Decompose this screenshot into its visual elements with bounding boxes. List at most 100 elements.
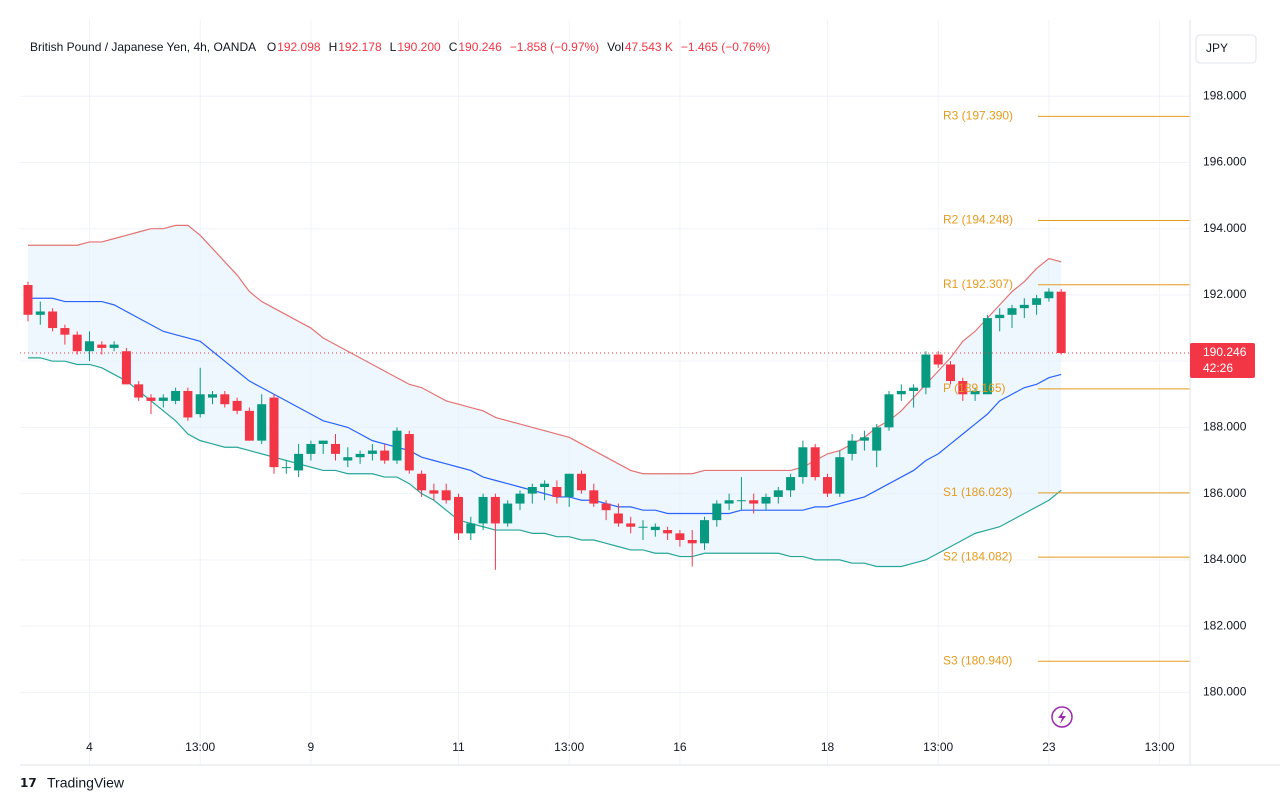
currency-button[interactable] — [1195, 34, 1257, 64]
pivot-label: R1 (192.307) — [943, 277, 1013, 291]
candle-body — [749, 500, 759, 504]
candle-body — [404, 434, 414, 471]
x-tick-label: 13:00 — [554, 740, 584, 754]
candle-body — [232, 400, 242, 411]
header-value: −1.465 (−0.76%) — [681, 40, 770, 54]
candle-body — [85, 341, 94, 352]
x-tick-label: 11 — [452, 740, 465, 754]
candle-body — [441, 490, 451, 501]
candle-body — [700, 520, 709, 544]
candle-body — [1044, 291, 1054, 299]
x-tick-label: 9 — [308, 740, 315, 754]
grid — [20, 20, 1190, 765]
y-tick-label: 180.000 — [1203, 684, 1247, 698]
pivot-label: P (189.165) — [943, 381, 1006, 395]
candle-body — [48, 311, 58, 329]
currency[interactable]: JPY — [1206, 41, 1228, 55]
candle-body — [380, 450, 390, 461]
ohlc: O192.098 H192.178 L190.200 C190.246 −1.858 (… — [267, 40, 770, 54]
candle-body — [208, 394, 217, 398]
candle-body — [478, 496, 488, 524]
candle-body — [798, 447, 808, 478]
candle-body — [306, 443, 316, 454]
candle-body — [958, 381, 968, 395]
candle-body — [675, 533, 685, 540]
candle-body — [638, 526, 648, 528]
candle-body — [355, 453, 365, 458]
candle-body — [515, 493, 525, 504]
candle-body — [417, 473, 427, 491]
candle-body — [1019, 304, 1029, 309]
candle-body — [577, 473, 586, 491]
candle-body — [872, 427, 882, 451]
candle-body — [773, 490, 783, 497]
pivots: R3 (197.390) R2 (194.248) R1 (192.307) P (1… — [20, 109, 1190, 667]
candles — [23, 281, 1066, 570]
candle-body — [589, 490, 599, 504]
candle-body — [540, 483, 550, 488]
candle-body — [527, 487, 537, 494]
candle-body — [158, 397, 168, 401]
candle-body — [687, 539, 697, 544]
candle-body — [995, 314, 1005, 319]
y-tick-label: 186.000 — [1203, 486, 1247, 500]
candle-body — [909, 387, 919, 391]
candle-body — [392, 430, 402, 461]
candle-body — [847, 440, 857, 454]
candle-body — [454, 496, 463, 534]
candle-body — [1007, 308, 1017, 315]
candle-body — [921, 354, 931, 388]
candle-body — [183, 390, 193, 418]
candle-body — [244, 410, 254, 441]
candle-body — [220, 394, 230, 405]
candle-body — [970, 390, 980, 395]
candle-body — [786, 477, 796, 491]
x-tick-label: 23 — [1042, 740, 1056, 754]
x-tick-label: 13:00 — [923, 740, 953, 754]
candle-body — [343, 457, 353, 461]
y-tick-label: 188.000 — [1203, 420, 1247, 434]
countdown: 42:26 — [1203, 361, 1233, 375]
header-value: 190.200 — [397, 40, 441, 54]
y-tick-label: 196.000 — [1203, 155, 1247, 169]
candle-body — [367, 450, 377, 454]
candle-body — [269, 397, 279, 468]
candle-body — [724, 500, 734, 504]
candle-body — [35, 311, 45, 315]
header-key: Vol — [607, 40, 624, 54]
x-tick-label: 13:00 — [1145, 740, 1175, 754]
x-tick-label: 13:00 — [185, 740, 215, 754]
candle-body — [982, 318, 992, 395]
y-tick-label: 182.000 — [1203, 618, 1247, 632]
candle-body — [736, 500, 746, 502]
candle-body — [331, 443, 340, 454]
candle-body — [946, 364, 955, 382]
header-key: C — [449, 40, 458, 54]
header-value: 192.178 — [338, 40, 382, 54]
candle-body — [884, 394, 894, 428]
candle-body — [257, 404, 267, 441]
candle-body — [466, 523, 476, 534]
brand-logo: 𝟭𝟳 — [20, 776, 37, 790]
y-tick-label: 192.000 — [1203, 287, 1247, 301]
candle-body — [626, 523, 636, 527]
y-tick-label: 198.000 — [1203, 88, 1247, 102]
candle-body — [23, 284, 33, 315]
candle-body — [195, 394, 205, 415]
pivot-label: S1 (186.023) — [943, 485, 1012, 499]
footer: TradingView — [47, 775, 125, 791]
candle-body — [171, 390, 181, 401]
candle-body — [1056, 291, 1066, 354]
alert-bolt — [1058, 710, 1066, 724]
legend-header: British Pound / Japanese Yen, 4h, OANDA … — [30, 40, 770, 54]
candle-body — [109, 344, 119, 348]
candle-body — [564, 473, 574, 497]
symbol: British Pound / Japanese Yen, 4h, OANDA — [30, 40, 256, 54]
candle-body — [121, 351, 131, 385]
candle-body — [97, 344, 107, 348]
y-tick-label: 194.000 — [1203, 221, 1247, 235]
candle-body — [810, 447, 820, 478]
header-key: L — [390, 40, 397, 54]
header-key: H — [329, 40, 338, 54]
